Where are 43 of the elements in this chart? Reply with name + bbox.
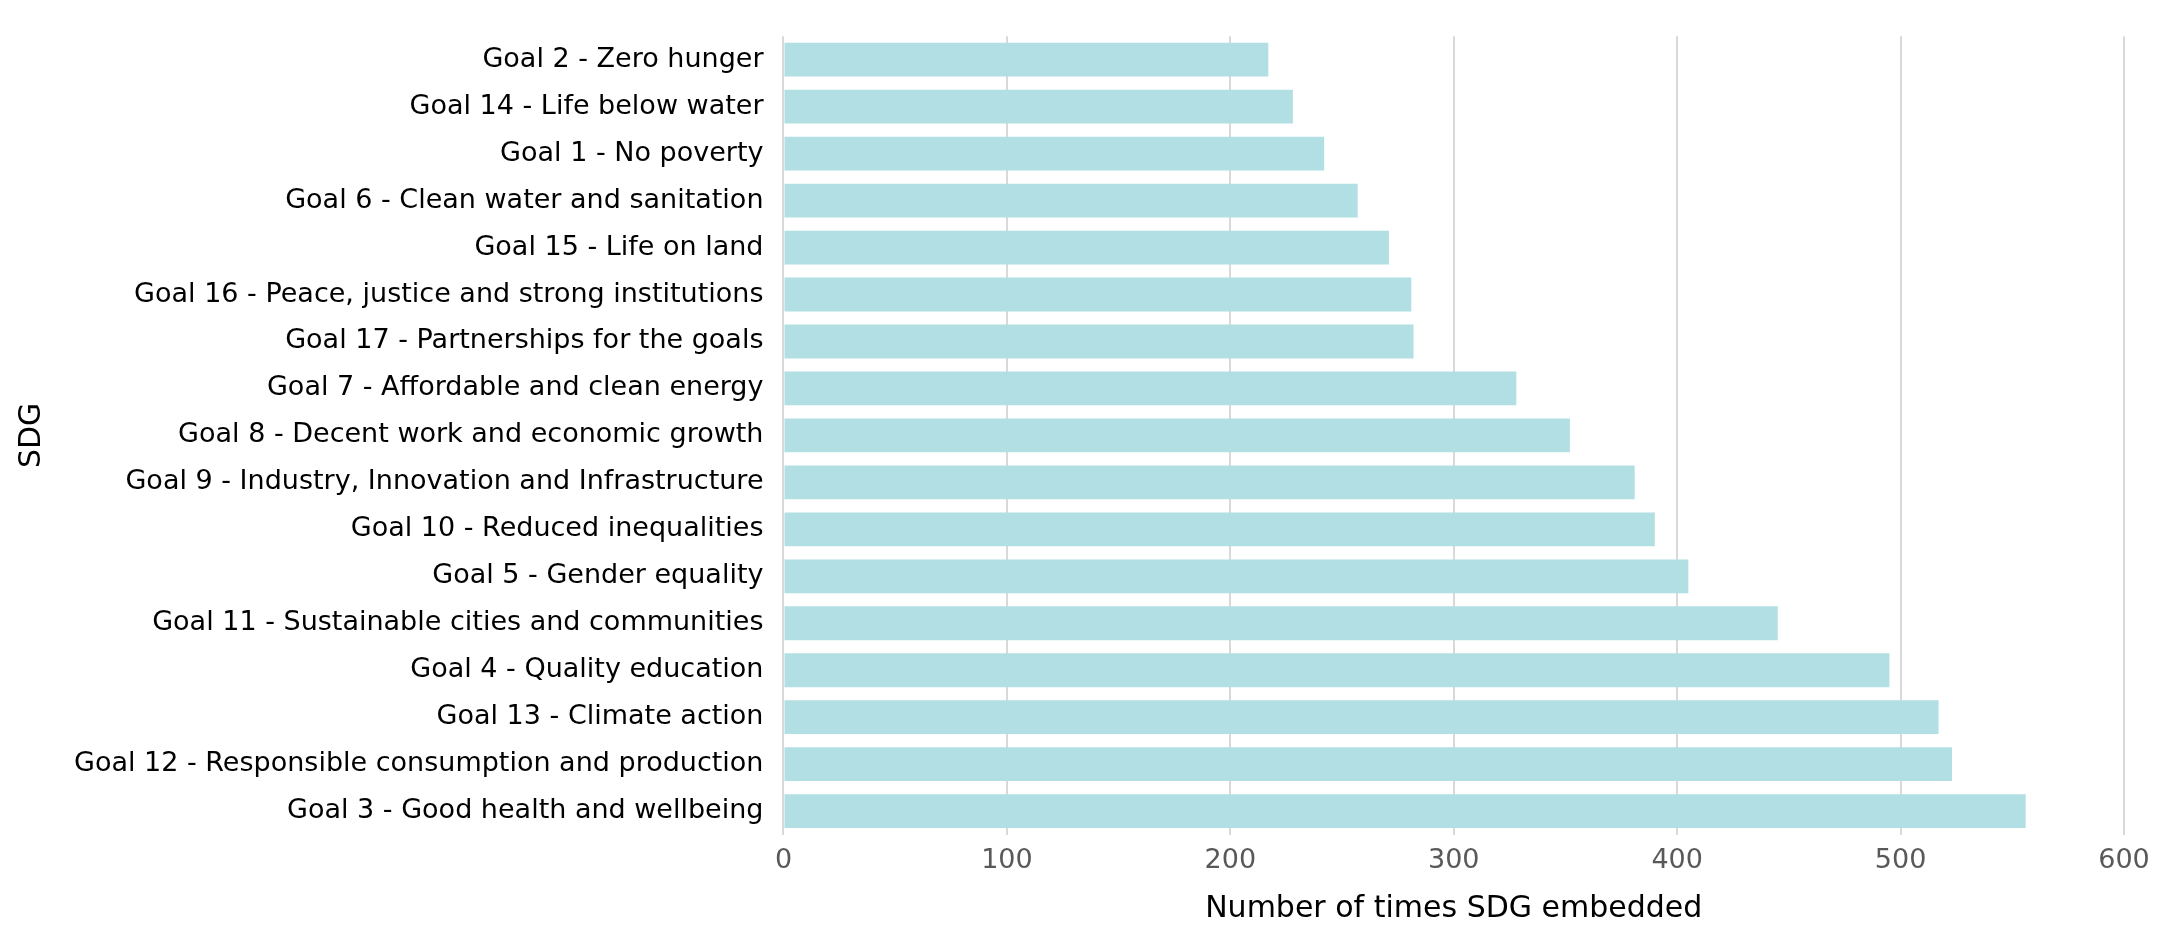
y-tick-label: Goal 3 - Good health and wellbeing [287, 793, 764, 825]
bar [784, 559, 1689, 594]
y-tick-label: Goal 2 - Zero hunger [482, 41, 765, 73]
bar [784, 42, 1269, 77]
bar [784, 371, 1517, 406]
bar [784, 324, 1414, 359]
y-tick-label: Goal 17 - Partnerships for the goals [285, 323, 764, 355]
y-tick-label: Goal 6 - Clean water and sanitation [285, 182, 764, 214]
bar [784, 512, 1655, 547]
x-tick-label: 600 [2098, 842, 2150, 874]
y-tick-label: Goal 10 - Reduced inequalities [350, 511, 764, 543]
bar [784, 700, 1939, 735]
y-axis-title: SDG [11, 402, 47, 469]
y-tick-label: Goal 13 - Climate action [436, 699, 764, 731]
y-tick-label: Goal 9 - Industry, Innovation and Infrastructure [125, 464, 764, 496]
x-tick-label: 400 [1651, 842, 1703, 874]
y-tick-label: Goal 7 - Affordable and clean energy [266, 370, 764, 402]
bar [784, 418, 1570, 453]
y-tick-label: Goal 12 - Responsible consumption and production [73, 746, 764, 778]
y-tick-label: Goal 5 - Gender equality [432, 558, 764, 590]
bar [784, 747, 1952, 782]
y-tick-label: Goal 8 - Decent work and economic growth [178, 417, 764, 449]
y-tick-label: Goal 11 - Sustainable cities and communities [152, 605, 764, 637]
x-tick-label: 200 [1204, 842, 1257, 874]
bar [784, 606, 1778, 641]
bar [784, 136, 1325, 171]
bar [784, 465, 1635, 500]
x-axis-title: Number of times SDG embedded [1205, 888, 1703, 924]
x-tick-label: 100 [981, 842, 1033, 874]
bar [784, 794, 2026, 829]
y-tick-label: Goal 1 - No poverty [500, 135, 764, 167]
bar [784, 277, 1412, 312]
y-tick-label: Goal 4 - Quality education [410, 652, 764, 684]
y-tick-label: Goal 15 - Life on land [474, 229, 764, 261]
x-tick-label: 500 [1874, 842, 1927, 874]
bar [784, 183, 1358, 218]
bar [784, 89, 1293, 124]
x-tick-label: 0 [774, 842, 793, 874]
y-tick-label: Goal 16 - Peace, justice and strong institutions [134, 276, 764, 308]
y-tick-label: Goal 14 - Life below water [409, 88, 765, 120]
x-tick-label: 300 [1427, 842, 1480, 874]
bar [784, 230, 1389, 265]
bar [784, 653, 1890, 688]
